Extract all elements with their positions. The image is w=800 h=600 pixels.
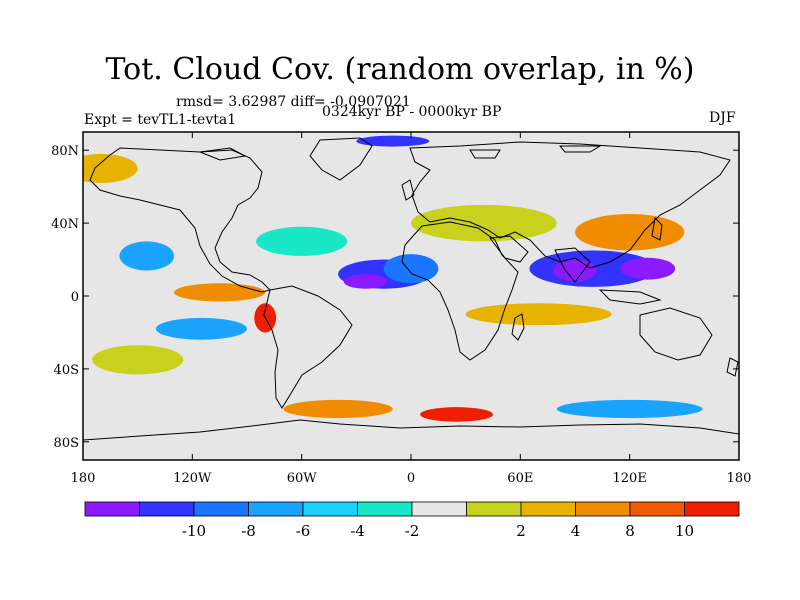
coast-japan: [651, 216, 663, 241]
colorbar-label: -2: [405, 522, 420, 540]
anomaly-region-2: [383, 254, 439, 284]
lon-tick-label: 180: [727, 471, 752, 486]
colorbar-swatch-5: [357, 501, 413, 517]
lat-tick-label: 0: [71, 290, 79, 305]
colorbar-swatch-6: [411, 501, 467, 517]
colorbar-label: -8: [241, 522, 256, 540]
colorbar-label: 10: [675, 522, 694, 540]
anomaly-region-16: [465, 303, 612, 326]
colorbar-label: -10: [182, 522, 206, 540]
anomaly-region-8: [155, 317, 247, 340]
colorbar-swatch-10: [629, 501, 685, 517]
anomaly-region-15: [575, 214, 685, 251]
anomaly-region-12: [556, 399, 703, 419]
lat-tick-label: 40S: [54, 363, 79, 378]
coast-new-zealand: [726, 357, 739, 377]
colorbar: -10 -8 -6 -4 -2 2 4 8 10: [84, 501, 740, 540]
colorbar-label: 2: [516, 522, 526, 540]
map-panel: [82, 131, 740, 461]
colorbar-swatch-3: [248, 501, 304, 517]
anomaly-region-4: [553, 259, 597, 282]
coast-madagascar: [511, 313, 525, 341]
coastlines: [83, 137, 739, 441]
lat-tick-label: 80S: [54, 436, 79, 451]
colorbar-swatch-9: [575, 501, 631, 517]
colorbar-label: -6: [296, 522, 311, 540]
coast-north-america: [89, 147, 271, 293]
coast-arabia: [489, 235, 529, 263]
latitude-axis: 80N 40N 0 40S 80S: [51, 144, 739, 451]
anomaly-region-6: [174, 283, 266, 302]
colorbar-swatch-11: [684, 501, 740, 517]
colorbar-swatch-2: [193, 501, 249, 517]
lon-tick-label: 60E: [507, 471, 533, 486]
period-label: 0324kyr BP - 0000kyr BP: [322, 104, 502, 120]
colorbar-swatch-1: [139, 501, 195, 517]
lon-tick-label: 120W: [173, 471, 212, 486]
coast-british-isles: [401, 179, 415, 201]
rmsd-diff-stats: rmsd= 3.62987 diff= -0.0907021: [176, 94, 411, 110]
coast-australia: [639, 307, 713, 361]
anomaly-region-11: [283, 399, 393, 419]
colorbar-label: 8: [625, 522, 635, 540]
anomaly-region-1: [343, 274, 388, 289]
colorbar-swatch-4: [302, 501, 358, 517]
colorbar-label: 4: [571, 522, 581, 540]
anomaly-region-9: [119, 241, 175, 271]
anomaly-region-5: [620, 257, 676, 280]
coast-africa: [401, 221, 519, 361]
colorbar-swatch-8: [520, 501, 576, 517]
colorbar-label: -4: [350, 522, 365, 540]
anomaly-region-19: [83, 153, 138, 184]
anomaly-region-17: [256, 226, 348, 256]
lon-tick-label: 180: [71, 471, 96, 486]
season-label: DJF: [709, 110, 736, 126]
colorbar-swatch-7: [466, 501, 522, 517]
coast-india: [554, 247, 591, 283]
coast-greenland: [309, 137, 373, 181]
coast-south-america: [263, 285, 353, 409]
anomaly-region-18: [92, 345, 184, 375]
coast-indonesia: [598, 289, 662, 305]
lat-tick-label: 40N: [51, 217, 79, 232]
lon-tick-label: 120E: [613, 471, 647, 486]
map-title: Tot. Cloud Cov. (random overlap, in %): [105, 52, 695, 87]
anomaly-region-10: [420, 407, 493, 422]
lat-tick-label: 80N: [51, 144, 79, 159]
coast-antarctica: [83, 419, 739, 441]
experiment-label: Expt = tevTL1-tevta1: [84, 112, 237, 128]
lon-tick-label: 0: [407, 471, 415, 486]
coast-arctic-islands: [198, 145, 602, 161]
longitude-axis: 180 120W 60W 0 60E 120E 180: [71, 132, 752, 486]
lon-tick-label: 60W: [287, 471, 318, 486]
anomaly-region-14: [411, 204, 557, 242]
coast-eurasia: [409, 141, 731, 269]
anomaly-region-13: [356, 135, 430, 147]
colorbar-swatch-0: [84, 501, 140, 517]
